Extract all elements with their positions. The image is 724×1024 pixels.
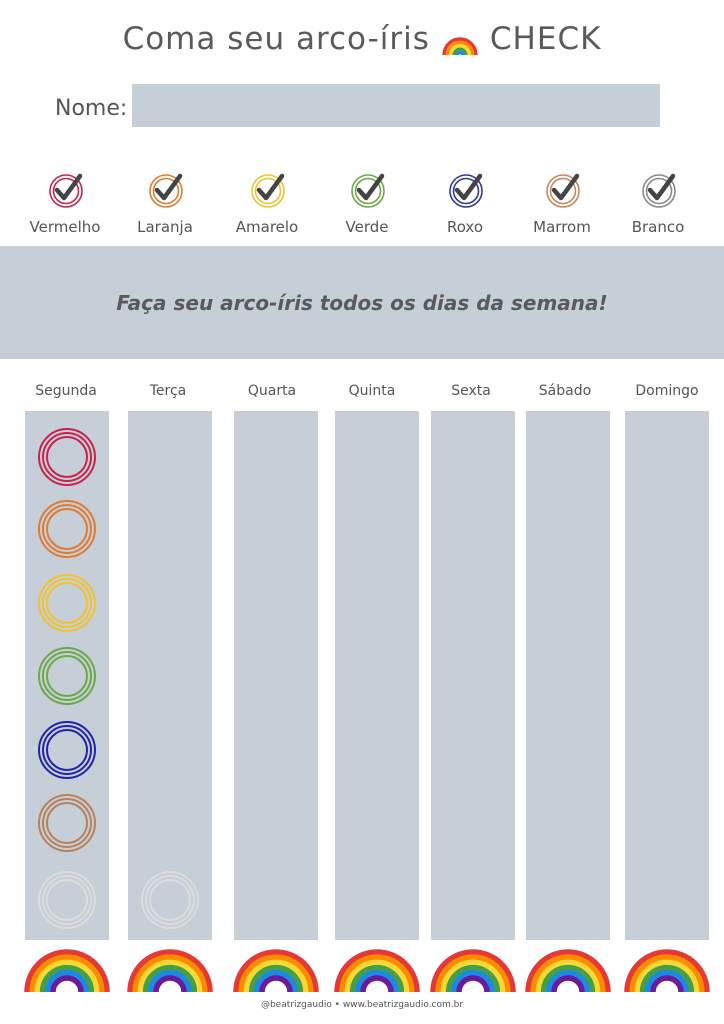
- banner-text: Faça seu arco-íris todos os dias da sema…: [116, 290, 608, 315]
- day-column: [625, 411, 709, 940]
- rainbow-icon: [430, 949, 516, 993]
- color-check-circle[interactable]: [36, 869, 98, 931]
- check-circle-icon: [149, 173, 183, 208]
- legend-item: Vermelho: [15, 170, 115, 240]
- check-circle-icon: [251, 173, 285, 208]
- day-column: [128, 411, 212, 940]
- day-column: [335, 411, 419, 940]
- day-column: [431, 411, 515, 940]
- check-circle-icon: [546, 173, 580, 208]
- page-title: Coma seu arco-íris CHECK: [0, 14, 724, 64]
- legend-label: Roxo: [446, 218, 484, 236]
- legend-item: Branco: [608, 170, 708, 240]
- day-column: [25, 411, 109, 940]
- footer: @beatrizgaudio • www.beatrizgaudio.com.b…: [260, 1000, 464, 1010]
- check-circle-icon: [49, 173, 83, 208]
- day-label: Segunda: [35, 383, 97, 399]
- rainbow-icon: [24, 949, 110, 993]
- rainbow-emoji-icon: [442, 37, 478, 56]
- title-check-text: CHECK: [489, 21, 602, 57]
- name-field[interactable]: [132, 84, 660, 127]
- color-check-circle[interactable]: [139, 869, 201, 931]
- day-label: Sábado: [538, 383, 592, 399]
- rainbow-icon: [525, 949, 611, 993]
- day-column: [234, 411, 318, 940]
- title-text: Coma seu arco-íris: [122, 21, 430, 57]
- color-check-circle[interactable]: [36, 645, 98, 707]
- day-label: Quinta: [348, 383, 396, 399]
- legend-label: Laranja: [137, 218, 193, 236]
- legend-label: Branco: [631, 218, 685, 236]
- color-check-circle[interactable]: [36, 572, 98, 634]
- day-label: Sexta: [451, 383, 491, 399]
- legend-item: Roxo: [415, 170, 515, 240]
- rainbow-icon: [624, 949, 710, 993]
- rainbow-icon: [334, 949, 420, 993]
- color-check-circle[interactable]: [36, 792, 98, 854]
- legend-item: Amarelo: [217, 170, 317, 240]
- color-check-circle[interactable]: [36, 426, 98, 488]
- name-label: Nome:: [55, 96, 128, 121]
- check-circle-icon: [449, 173, 483, 208]
- rainbow-icon: [233, 949, 319, 993]
- legend-item: Marrom: [512, 170, 612, 240]
- legend-label: Marrom: [533, 218, 591, 236]
- legend-label: Amarelo: [235, 218, 299, 236]
- check-circle-icon: [351, 173, 385, 208]
- day-label: Quarta: [247, 383, 297, 399]
- legend-item: Laranja: [115, 170, 215, 240]
- color-check-circle[interactable]: [36, 719, 98, 781]
- legend-label: Vermelho: [29, 218, 101, 236]
- legend-label: Verde: [345, 218, 389, 236]
- legend-item: Verde: [317, 170, 417, 240]
- rainbow-icon: [127, 949, 213, 993]
- banner: Faça seu arco-íris todos os dias da sema…: [0, 246, 724, 359]
- day-label: Domingo: [635, 383, 699, 399]
- day-column: [526, 411, 610, 940]
- check-circle-icon: [642, 173, 676, 208]
- color-check-circle[interactable]: [36, 498, 98, 560]
- day-label: Terça: [149, 383, 187, 399]
